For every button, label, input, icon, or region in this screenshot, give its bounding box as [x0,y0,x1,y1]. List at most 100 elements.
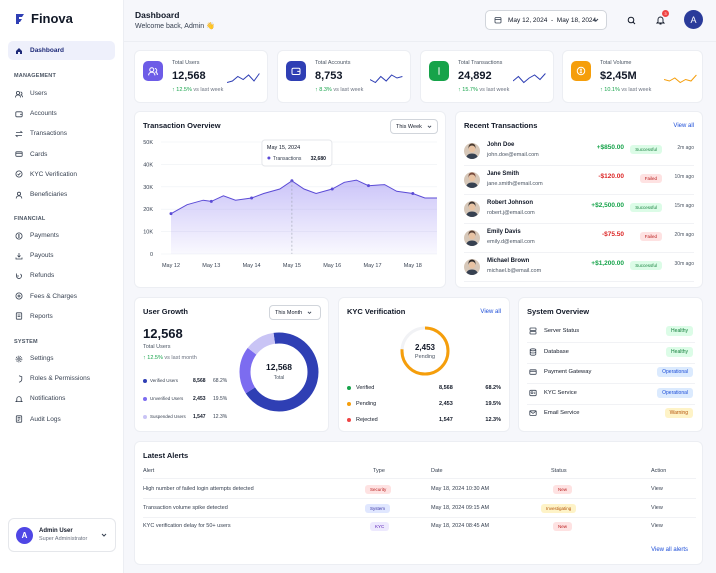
notifications-button[interactable]: 3 [650,10,670,30]
sidebar-item-audit-logs[interactable]: Audit Logs [8,410,115,429]
date-range-picker[interactable]: May 12, 2024 - May 18, 2024 [485,10,607,30]
x-tick-label: May 15 [283,263,301,269]
legend-pct: 19.5% [485,401,501,407]
recent-view-all-link[interactable]: View all [673,123,694,129]
brand-logo[interactable]: Finova [14,11,73,26]
status-badge: Successful [630,261,662,270]
alert-text: Transaction volume spike detected [143,504,228,511]
sidebar-item-beneficiaries[interactable]: Beneficiaries [8,185,115,204]
bell-icon [655,16,665,25]
sidebar-item-kyc-verification[interactable]: KYC Verification [8,165,115,184]
column-header: Status [551,468,567,474]
sidebar-item-reports[interactable]: Reports [8,307,115,326]
alert-row[interactable]: High number of failed login attempts det… [135,485,704,504]
sidebar-item-settings[interactable]: Settings [8,349,115,368]
legend-pct: 68.2% [213,378,228,384]
status-badge: Healthy [666,346,693,357]
kpi-card-total-transactions[interactable]: Total Transactions 24,892 ↑ 15.7% vs last … [420,50,554,103]
sidebar-item-transactions[interactable]: Transactions [8,124,115,143]
sidebar-item-payouts[interactable]: Payouts [8,246,115,265]
overview-range-select[interactable]: This Week [390,119,438,134]
kpi-sparkline [513,73,546,84]
sidebar-item-users[interactable]: Users [8,84,115,103]
kyc-view-all-link[interactable]: View all [480,309,501,315]
search-button[interactable] [621,10,641,30]
payment-icon [15,232,23,239]
row-divider [527,403,695,405]
transfer-icon [15,130,23,138]
transaction-row[interactable]: Michael Brown michael.b@email.com +$1,200.… [464,253,694,282]
user-growth-donut[interactable] [236,329,322,415]
kpi-value: 8,753 [315,70,343,82]
user-profile-card[interactable]: A Admin User Super Administrator [8,518,116,552]
sidebar-item-roles-permissions[interactable]: Roles & Permissions [8,369,115,388]
alert-row[interactable]: Transaction volume spike detected System M… [135,503,704,523]
alert-row[interactable]: KYC verification delay for 50+ users KYC M… [135,522,704,541]
header-avatar[interactable]: A [684,10,703,29]
sidebar-item-notifications[interactable]: Notifications [8,389,115,408]
growth-range-select[interactable]: This Month [269,305,321,320]
tooltip-label: Transactions [273,156,302,162]
tooltip-value: 32,680 [311,156,327,162]
transaction-row[interactable]: Jane Smith jane.smith@email.com -$120.00 Fa… [464,166,694,195]
legend-dot [143,415,147,419]
report-icon [15,312,23,320]
view-alert-link[interactable]: View [651,486,663,492]
sidebar-item-label: Settings [30,355,54,362]
row-divider [527,342,695,343]
log-icon [15,415,23,423]
legend-value: 8,568 [439,385,453,391]
kpi-icon-tile [286,61,306,81]
kpi-card-total-users[interactable]: Total Users 12,568 ↑ 12.5% vs last week [134,50,268,103]
view-alert-link[interactable]: View [651,504,663,511]
search-icon [627,16,635,24]
avatar [464,259,480,275]
sidebar-item-refunds[interactable]: Refunds [8,266,115,285]
status-badge: Healthy [666,326,693,336]
status-badge: New [553,485,573,494]
sidebar-item-label: Accounts [30,110,57,118]
system-label: Server Status [544,328,580,334]
sidebar-item-payments[interactable]: Payments [8,226,115,245]
sidebar-item-fees-charges[interactable]: Fees & Charges [8,287,115,306]
transaction-row[interactable]: John Doe john.doe@email.com +$850.00 Succes… [464,137,694,166]
sidebar-item-label: Audit Logs [30,415,61,423]
kpi-value: 24,892 [458,70,492,82]
kpi-label: Total Accounts [315,60,351,66]
tx-name: Emily Davis [487,229,521,235]
kpi-delta: ↑ 8.3% vs last week [315,87,364,93]
series-line [170,179,437,215]
transaction-row[interactable]: Emily Davis emily.d@email.com -$75.50 Faile… [464,224,694,253]
view-alert-link[interactable]: View [651,523,663,529]
kpi-delta: ↑ 10.1% vs last week [600,87,652,93]
kpi-card-total-volume[interactable]: Total Volume $2,45M ↑ 10.1% vs last week [562,50,703,103]
view-all-alerts-link[interactable]: View all alerts [651,547,688,553]
x-tick-label: May 12 [162,263,180,269]
tx-email: john.doe@email.com [487,152,539,158]
kpi-label: Total Transactions [458,60,503,66]
transaction-row[interactable]: Robert Johnson robert.j@email.com +$2,500.… [464,195,694,224]
tx-email: jane.smith@email.com [487,181,543,187]
alert-date: May 18, 2024 09:15 AM [431,504,490,511]
kpi-sparkline [370,74,403,84]
type-badge: Security [365,485,392,494]
card-title: Latest Alerts [143,451,189,460]
sidebar-item-dashboard[interactable]: Dashboard [8,41,115,60]
section-financial: FINANCIAL [14,216,46,222]
legend-value: 8,568 [193,378,206,384]
server-icon [529,327,537,335]
sidebar-item-cards[interactable]: Cards [8,145,115,164]
notification-badge: 3 [662,10,669,17]
tx-time: 20m ago [674,232,694,238]
tx-time: 15m ago [674,203,694,209]
range-value: This Month [275,309,303,316]
transaction-overview-chart[interactable]: 0 10K 20K 30K 40K 50K May 12 May 13 May 14 May 15… [135,134,447,284]
x-tick-label: May 18 [404,263,422,269]
refund-icon [16,273,22,279]
sidebar-item-accounts[interactable]: Accounts [8,104,115,123]
avatar: A [16,526,33,544]
user-name: Admin User [39,528,73,534]
sidebar-item-label: Refunds [30,272,55,280]
kpi-card-total-accounts[interactable]: Total Accounts 8,753 ↑ 8.3% vs last week [277,50,411,103]
kpi-sparkline [227,73,260,83]
